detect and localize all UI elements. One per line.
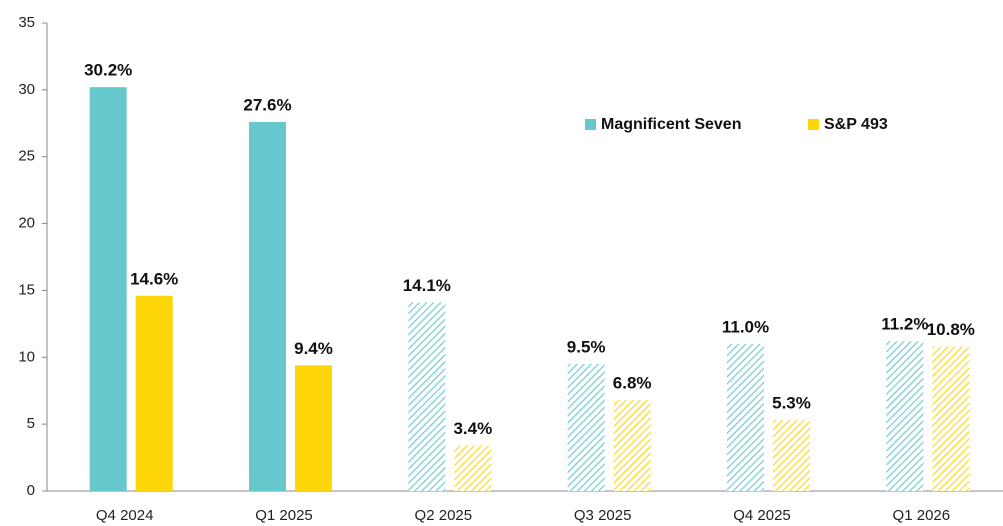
- legend-swatch: [808, 119, 819, 130]
- legend-label: S&P 493: [824, 116, 888, 133]
- value-label: 14.6%: [130, 269, 178, 288]
- bar: [567, 363, 605, 491]
- legend-swatch: [585, 119, 596, 130]
- y-tick-label: 10: [18, 348, 35, 365]
- value-label: 5.3%: [772, 394, 811, 413]
- value-label: 14.1%: [403, 276, 451, 295]
- value-label: 30.2%: [84, 61, 132, 80]
- bar: [89, 87, 127, 491]
- bar: [249, 121, 286, 491]
- y-tick-label: 35: [18, 14, 35, 31]
- x-tick-label: Q2 2025: [415, 507, 473, 524]
- bar: [773, 420, 810, 491]
- value-label: 11.0%: [722, 317, 769, 336]
- bar: [135, 295, 173, 491]
- value-label: 11.2%: [881, 315, 928, 334]
- x-tick-label: Q4 2024: [96, 507, 154, 524]
- value-label: 3.4%: [453, 419, 492, 438]
- bar: [295, 365, 332, 491]
- y-tick-label: 15: [18, 281, 35, 298]
- x-tick-label: Q1 2026: [893, 507, 951, 524]
- bar: [932, 346, 970, 491]
- y-tick-label: 25: [18, 148, 35, 165]
- value-label: 27.6%: [243, 95, 291, 114]
- x-tick-label: Q4 2025: [733, 507, 791, 524]
- value-label: 9.4%: [294, 339, 333, 358]
- bar: [727, 343, 764, 491]
- legend-label: Magnificent Seven: [601, 116, 741, 133]
- bar: [454, 445, 492, 491]
- x-tick-label: Q1 2025: [255, 507, 313, 524]
- value-label: 10.8%: [927, 320, 975, 339]
- value-label: 9.5%: [567, 337, 606, 356]
- y-tick-label: 30: [18, 81, 35, 98]
- y-tick-label: 20: [18, 215, 35, 232]
- y-tick-label: 0: [27, 482, 35, 499]
- bar: [408, 302, 446, 491]
- bar: [886, 341, 924, 491]
- y-tick-label: 5: [27, 415, 35, 432]
- x-tick-label: Q3 2025: [574, 507, 632, 524]
- value-label: 6.8%: [613, 374, 652, 393]
- bar: [613, 400, 651, 491]
